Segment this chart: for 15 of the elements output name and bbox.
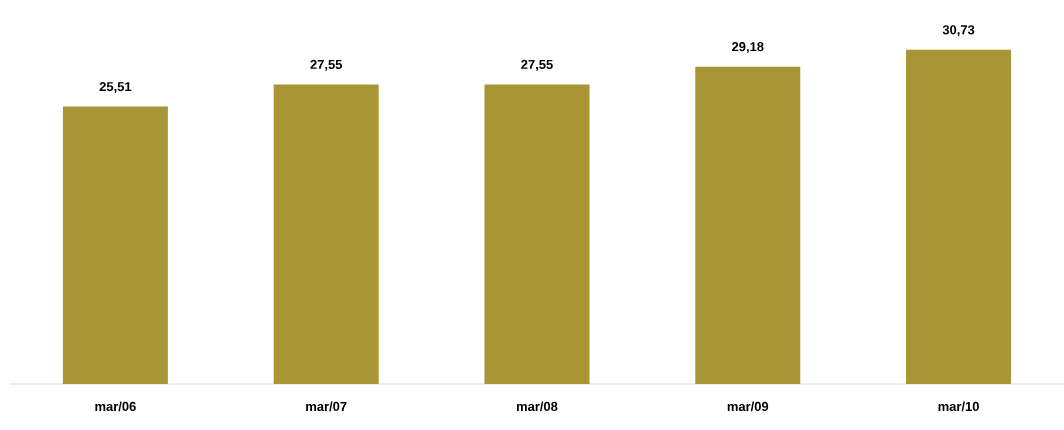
data-label: 25,51 [99, 81, 132, 94]
x-tick-label: mar/07 [306, 401, 347, 412]
data-label: 30,73 [942, 25, 975, 37]
data-label: 27,55 [521, 59, 553, 71]
bar [906, 49, 1012, 384]
data-label: 27,55 [310, 59, 343, 71]
x-tick-label: mar/08 [516, 401, 558, 412]
bar [62, 106, 168, 384]
x-tick-label: mar/09 [727, 401, 769, 412]
bar [484, 84, 590, 384]
data-label: 29,18 [732, 42, 764, 54]
x-tick-label: mar/06 [95, 401, 136, 412]
bar [273, 84, 379, 384]
x-tick-label: mar/10 [938, 401, 979, 412]
bar [695, 66, 801, 384]
